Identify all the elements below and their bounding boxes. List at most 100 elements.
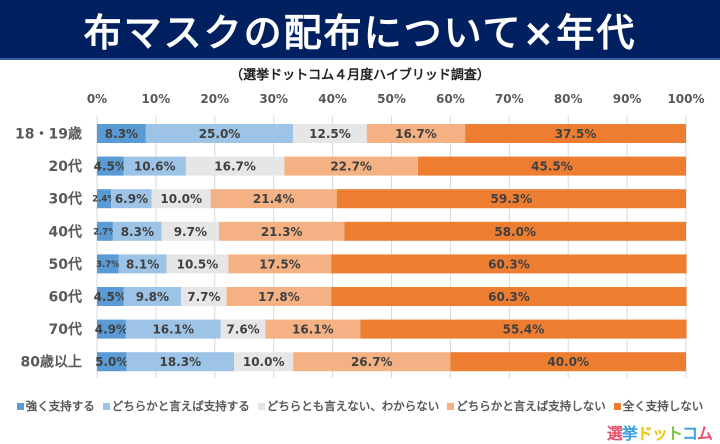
bar-segment	[125, 319, 221, 339]
legend-label: どちらかと言えば支持する	[111, 399, 250, 413]
bar-segment	[118, 254, 167, 274]
data-label: 4.9%	[95, 323, 128, 337]
data-label: 18.3%	[160, 355, 202, 369]
data-label: 26.7%	[351, 355, 393, 369]
senkyo-dotcom-logo: 選挙ドットコム	[606, 420, 713, 444]
chart-title: 布マスクの配布について×年代	[83, 10, 637, 55]
bar-segment	[97, 221, 113, 241]
x-tick-label: 20%	[200, 92, 229, 106]
data-label: 22.7%	[330, 160, 372, 174]
legend-swatch	[257, 402, 265, 410]
category-label: 70代	[49, 321, 82, 338]
bar-segment	[111, 189, 152, 209]
data-label: 7.7%	[187, 290, 220, 304]
legend-item: どちらとも言えない、わからない	[257, 398, 440, 414]
data-label: 25.0%	[199, 127, 241, 141]
data-label: 8.1%	[126, 257, 159, 271]
data-label: 16.7%	[214, 160, 256, 174]
legend-label: 全く支持しない	[622, 399, 704, 413]
data-label: 40.0%	[547, 355, 589, 369]
bar-segment	[123, 156, 186, 176]
bar-segment	[112, 221, 162, 241]
legend-item: どちらかと言えば支持する	[102, 398, 250, 414]
bar-segment	[450, 352, 686, 372]
data-label: 60.3%	[488, 290, 530, 304]
category-label: 60代	[49, 289, 82, 306]
data-label: 2.4%	[92, 195, 116, 205]
data-label: 10.5%	[177, 257, 219, 271]
bar-segment	[465, 124, 686, 143]
x-tick-label: 30%	[259, 92, 288, 106]
data-label: 16.1%	[292, 323, 334, 337]
data-label: 5.0%	[95, 355, 128, 369]
category-label: 80歳以上	[21, 354, 82, 371]
data-label: 8.3%	[105, 127, 138, 141]
bar-segment	[97, 156, 124, 176]
bar-segment	[97, 287, 124, 306]
bar-segment	[123, 287, 182, 306]
legend-item: 全く支持しない	[613, 398, 704, 414]
bar-segment	[344, 221, 686, 241]
data-label: 17.8%	[258, 290, 300, 304]
data-label: 4.5%	[94, 160, 127, 174]
data-label: 3.7%	[96, 260, 120, 270]
data-label: 45.5%	[531, 160, 573, 174]
bar-segment	[97, 189, 112, 209]
bar-segment	[284, 156, 419, 176]
data-label: 9.7%	[174, 225, 207, 239]
category-label: 30代	[49, 191, 82, 208]
data-label: 10.6%	[134, 160, 176, 174]
legend-label: 強く支持する	[25, 399, 95, 413]
data-label: 37.5%	[555, 127, 597, 141]
category-label: 40代	[49, 223, 82, 240]
x-tick-label: 40%	[318, 92, 347, 106]
data-label: 9.8%	[136, 290, 169, 304]
bar-segment	[97, 352, 127, 372]
data-label: 12.5%	[309, 127, 351, 141]
bar-segment	[166, 254, 229, 274]
bar-segment	[331, 287, 687, 306]
category-label: 50代	[49, 256, 82, 273]
bar-segment	[366, 124, 466, 143]
bar-segment	[185, 156, 285, 176]
bar-segment	[336, 189, 686, 209]
data-label: 58.0%	[494, 225, 536, 239]
logo-char: 選	[606, 424, 623, 443]
legend: 強く支持する どちらかと言えば支持する どちらとも言えない、わからない どちらかと言え…	[10, 398, 710, 414]
data-label: 21.4%	[253, 192, 295, 206]
data-label: 60.3%	[488, 257, 530, 271]
bar-segment	[331, 254, 687, 274]
data-label: 17.5%	[259, 257, 301, 271]
legend-swatch	[16, 402, 24, 410]
x-tick-label: 90%	[613, 92, 642, 106]
x-tick-label: 80%	[554, 92, 583, 106]
bar-segment	[293, 352, 451, 372]
bar-segment	[360, 319, 687, 339]
bar-segment	[97, 319, 126, 339]
legend-label: どちらとも言えない、わからない	[266, 399, 440, 413]
bar-segment	[218, 221, 345, 241]
data-label: 7.6%	[226, 323, 259, 337]
bar-segment	[293, 124, 367, 143]
data-label: 21.3%	[261, 225, 303, 239]
bar-segment	[145, 124, 294, 143]
x-tick-label: 70%	[495, 92, 524, 106]
bar-segment	[126, 352, 235, 372]
bar-segment	[234, 352, 294, 372]
bar-segment	[97, 254, 119, 274]
x-tick-label: 60%	[436, 92, 465, 106]
legend-item: どちらかと言えば支持しない	[447, 398, 606, 414]
header-banner: 布マスクの配布について×年代	[0, 0, 720, 60]
data-label: 10.0%	[243, 355, 285, 369]
logo-char: 挙	[621, 424, 638, 443]
legend-swatch	[102, 402, 110, 410]
chart-subtitle: （選挙ドットコム４月度ハイブリッド調査）	[230, 68, 490, 83]
logo-char: ド	[636, 424, 653, 443]
data-label: 16.7%	[395, 127, 437, 141]
x-tick-label: 50%	[377, 92, 406, 106]
category-label: 20代	[49, 158, 82, 175]
data-label: 6.9%	[115, 192, 148, 206]
legend-item: 強く支持する	[16, 398, 95, 414]
data-label: 55.4%	[503, 323, 545, 337]
